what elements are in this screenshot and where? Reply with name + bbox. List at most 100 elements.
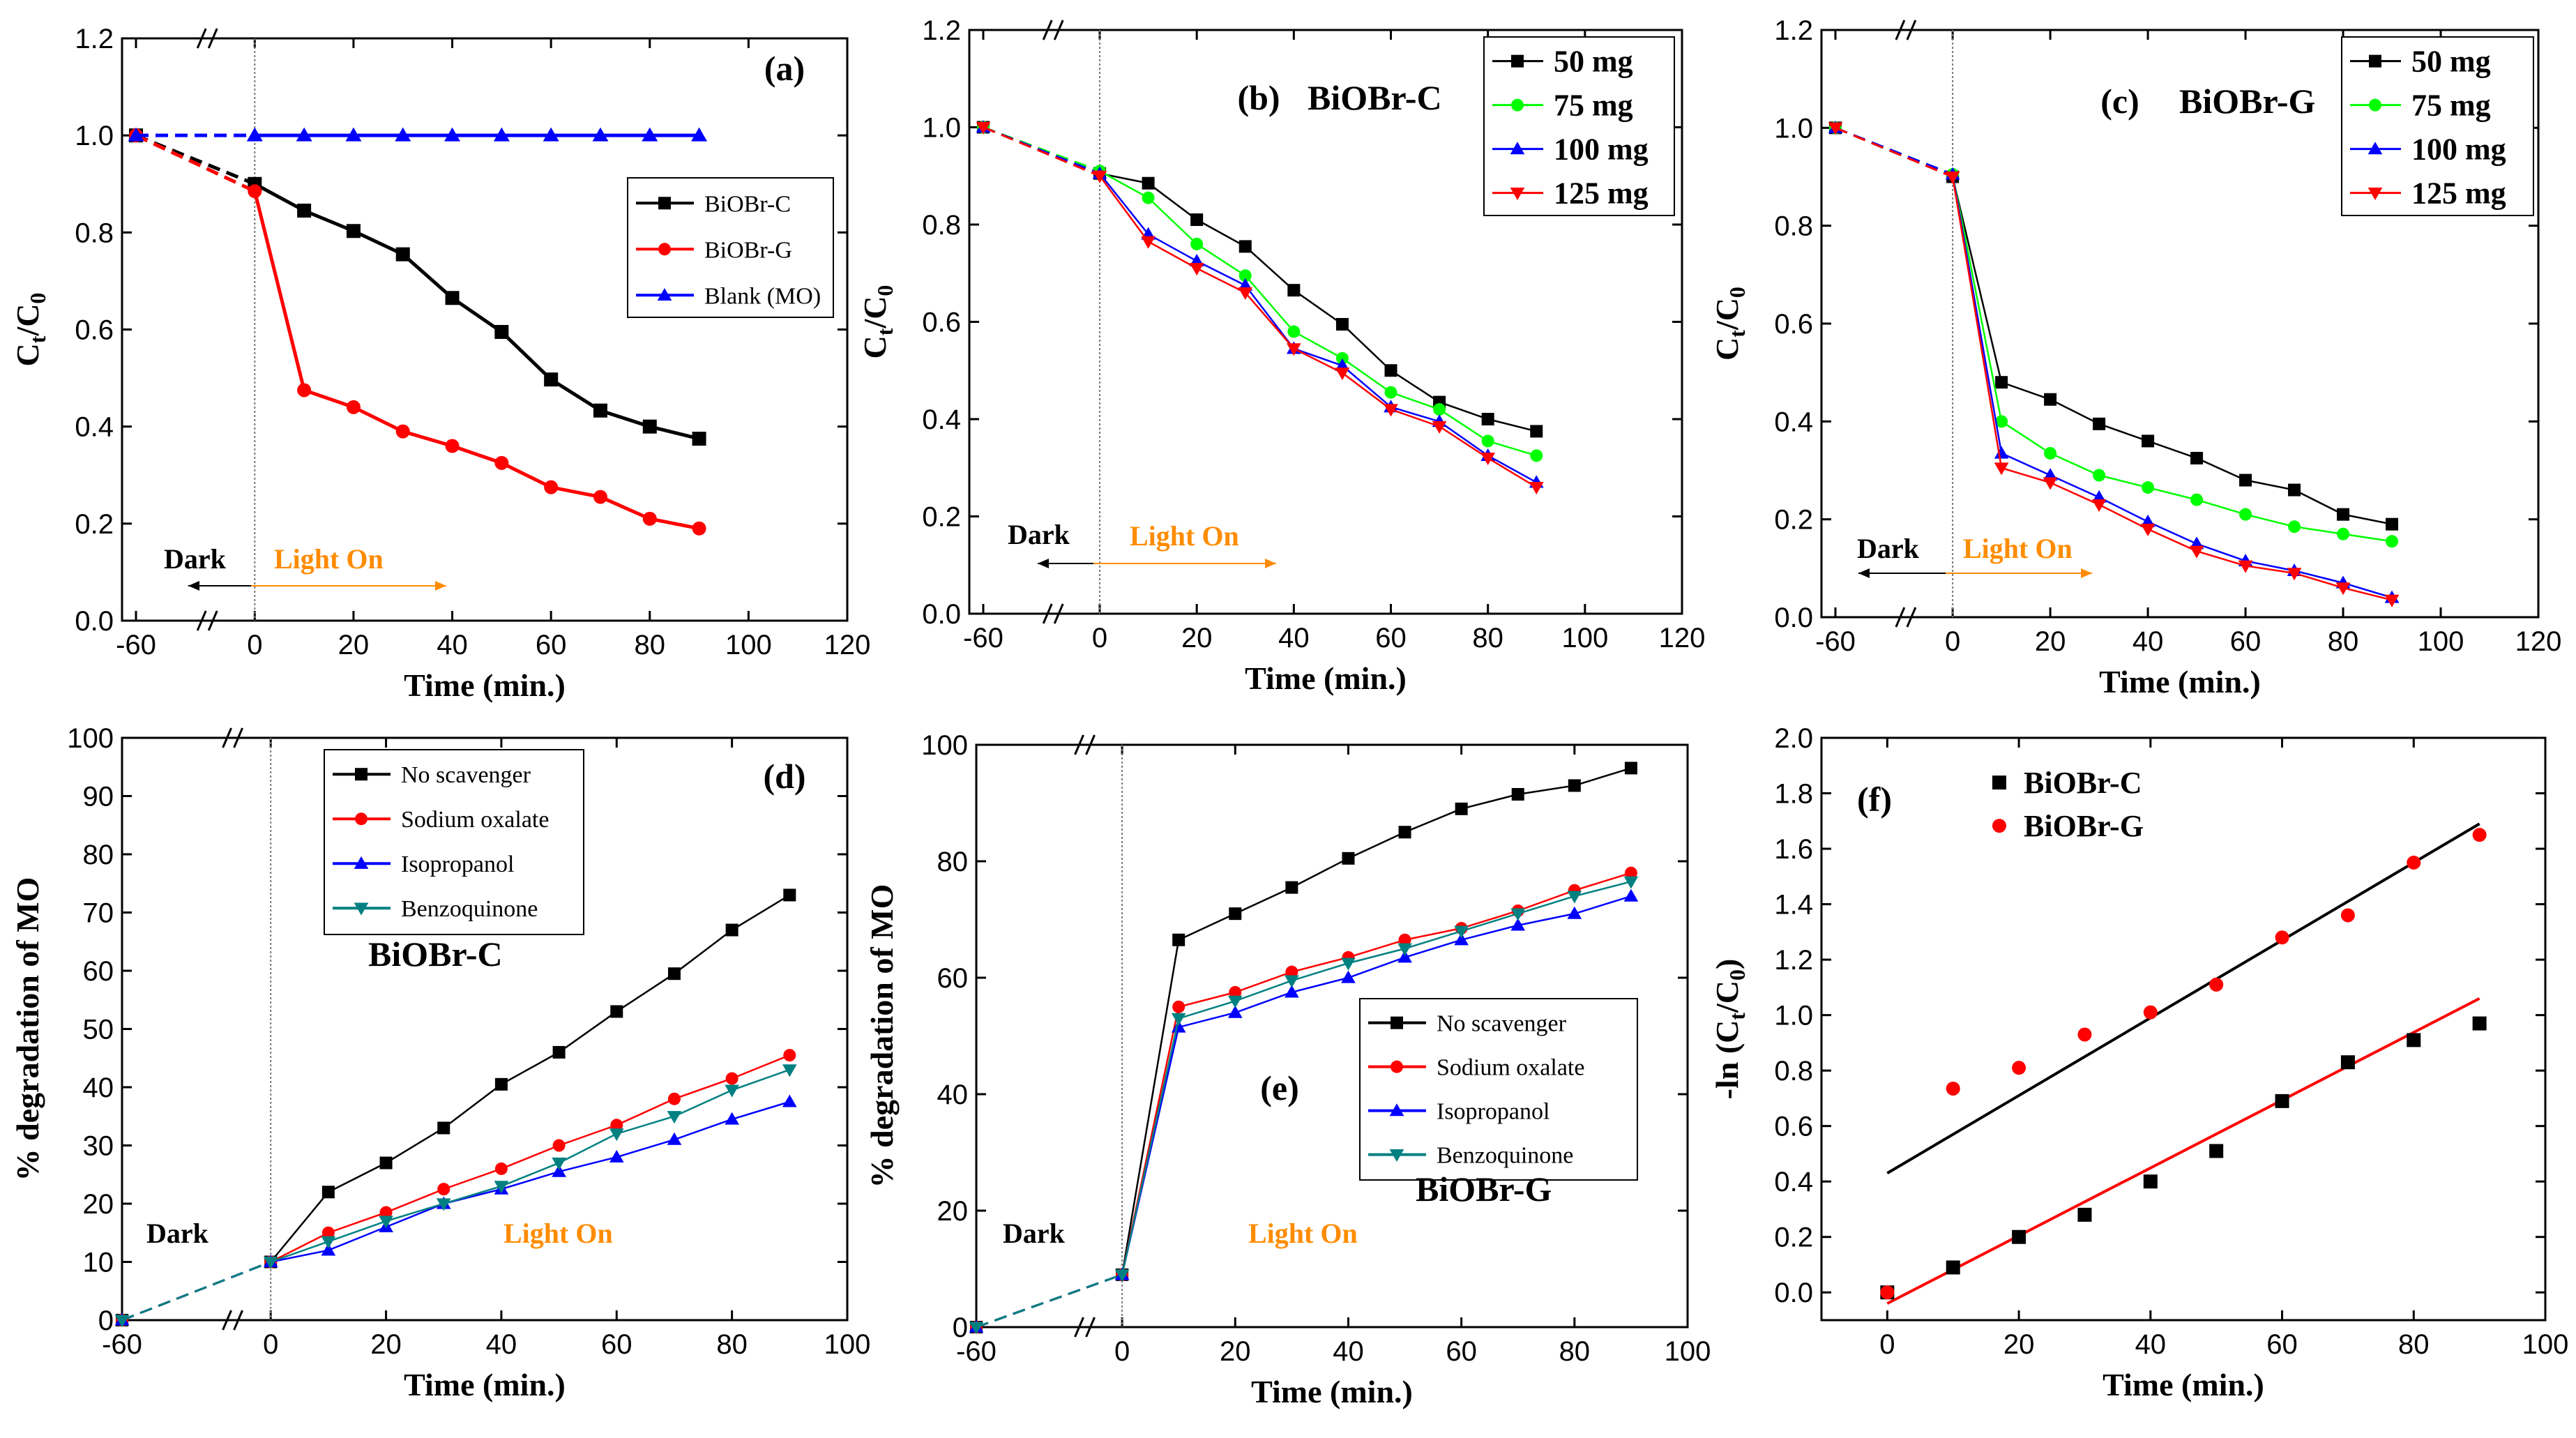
y-tick-label: 30 — [83, 1131, 114, 1162]
data-point — [2335, 582, 2351, 596]
data-point — [128, 127, 144, 142]
data-point — [1341, 970, 1356, 983]
legend-marker — [2369, 54, 2381, 68]
panel-title: BiOBr-G — [1416, 1170, 1552, 1209]
data-point — [1828, 122, 1843, 135]
data-point — [1335, 368, 1350, 381]
data-point — [445, 291, 460, 305]
x-tick-label: 20 — [338, 630, 370, 660]
data-point — [1480, 453, 1496, 466]
x-tick-label: 120 — [1659, 623, 1706, 653]
x-tick-label: 20 — [1220, 1336, 1251, 1367]
data-point — [1227, 995, 1243, 1008]
data-point — [321, 1186, 335, 1199]
legend-marker — [657, 287, 672, 301]
legend-label: Benzoquinone — [401, 896, 538, 922]
data-point — [1994, 462, 2009, 476]
axis-break-stroke — [207, 610, 218, 631]
axis-break-stroke — [222, 727, 232, 748]
data-point — [552, 1164, 566, 1177]
data-point — [1229, 985, 1242, 999]
y-axis-title-part: /C — [857, 296, 893, 329]
x-tick-label: -60 — [116, 630, 156, 660]
legend-label: 125 mg — [1554, 176, 1649, 211]
x-axis-break-top — [196, 28, 218, 49]
series-line — [1951, 174, 2393, 599]
data-point — [1510, 908, 1526, 921]
data-point — [2209, 1144, 2224, 1158]
y-tick-label: 0.2 — [75, 509, 114, 540]
legend: 50 mg 75 mg 100 mg 125 mg — [1483, 36, 1675, 216]
series-line-dark — [976, 1273, 1123, 1329]
data-point — [1238, 240, 1252, 253]
y-tick-label: 0.8 — [75, 218, 114, 248]
data-point — [691, 127, 708, 142]
series-biobr-c — [1880, 1016, 2487, 1300]
series-line — [1099, 175, 1537, 488]
x-tick-label: 0 — [1879, 1329, 1895, 1360]
series-line — [1099, 172, 1537, 483]
data-point — [610, 1005, 623, 1018]
y-axis-title-subscript: 0 — [1725, 969, 1750, 981]
axis-break-stroke — [207, 28, 218, 49]
x-tick-label: 20 — [2003, 1329, 2035, 1360]
data-point — [2142, 481, 2155, 494]
x-tick-label: 40 — [2135, 1329, 2167, 1360]
data-point — [1530, 425, 1543, 438]
data-point — [445, 439, 460, 453]
dark-label: Dark — [164, 543, 227, 575]
x-tick-label: 0 — [263, 1329, 278, 1360]
panel-label: (e) — [1260, 1068, 1299, 1107]
legend-marker — [1992, 819, 2006, 833]
x-tick-label: 40 — [486, 1329, 517, 1360]
data-point — [1568, 779, 1581, 792]
axis-break-stroke — [1895, 607, 1906, 628]
data-point — [1285, 965, 1298, 978]
legend-marker — [1510, 142, 1525, 155]
y-tick-label: 1.0 — [922, 113, 961, 144]
x-axis-break-bottom — [1895, 607, 1917, 628]
y-tick-label: 1.4 — [1774, 890, 1813, 921]
series-line — [1951, 176, 2393, 525]
x-axis-break-top — [1042, 20, 1064, 40]
data-point — [1510, 918, 1526, 931]
data-point — [263, 1256, 278, 1269]
data-point — [2190, 493, 2204, 506]
data-point — [2044, 393, 2057, 406]
data-point — [1995, 415, 2008, 428]
data-point — [1481, 413, 1494, 425]
y-tick-label: 1.8 — [1774, 779, 1813, 810]
series-line — [1121, 872, 1632, 1276]
data-point — [2288, 483, 2301, 497]
data-point — [2077, 1207, 2092, 1222]
y-axis-title-part: -ln (C — [1709, 1020, 1745, 1100]
data-point — [2044, 446, 2057, 460]
series-100-mg — [976, 120, 1544, 488]
series-line — [1121, 881, 1632, 1276]
axis-break-stroke — [1074, 1317, 1084, 1338]
y-tick-label: 0 — [953, 1312, 968, 1343]
y-tick-label: 0.4 — [922, 404, 961, 435]
data-point — [2140, 524, 2155, 537]
data-point — [782, 1064, 797, 1077]
y-tick-label: 70 — [83, 898, 114, 929]
data-point — [609, 1149, 624, 1163]
series-100-mg — [1828, 120, 2400, 603]
axis-break-stroke — [1895, 20, 1906, 40]
legend-marker — [1992, 775, 2006, 790]
data-point — [1994, 446, 2009, 459]
data-point — [321, 1226, 335, 1239]
y-axis-title-part: /C — [1709, 981, 1745, 1013]
data-point — [1624, 866, 1637, 879]
x-tick-label: 40 — [437, 630, 468, 660]
x-tick-label: 80 — [716, 1329, 748, 1360]
y-tick-label: 0.4 — [75, 412, 114, 443]
x-tick-label: 60 — [536, 630, 567, 660]
series-75-mg — [1829, 121, 2399, 548]
x-tick-label: 0 — [1114, 1336, 1130, 1367]
x-tick-label: 60 — [601, 1329, 632, 1360]
data-point — [2091, 499, 2107, 512]
x-tick-label: 100 — [824, 1329, 871, 1360]
data-point — [1342, 852, 1355, 865]
